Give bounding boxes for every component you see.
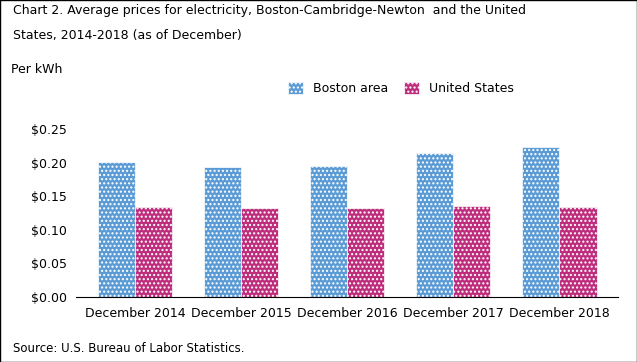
Bar [310, 166, 347, 297]
Bar [454, 206, 490, 297]
Bar [97, 162, 135, 297]
Text: Source: U.S. Bureau of Labor Statistics.: Source: U.S. Bureau of Labor Statistics. [13, 342, 244, 355]
Bar [347, 208, 384, 297]
Text: Chart 2. Average prices for electricity, Boston-Cambridge-Newton  and the United: Chart 2. Average prices for electricity,… [13, 4, 526, 17]
Bar [135, 207, 172, 297]
Text: States, 2014-2018 (as of December): States, 2014-2018 (as of December) [13, 29, 241, 42]
Text: Per kWh: Per kWh [11, 63, 63, 76]
Legend: Boston area, United States: Boston area, United States [289, 82, 513, 95]
Bar [241, 208, 278, 297]
Bar [559, 207, 597, 297]
Bar [204, 167, 241, 297]
Bar [416, 153, 454, 297]
Bar [522, 147, 559, 297]
